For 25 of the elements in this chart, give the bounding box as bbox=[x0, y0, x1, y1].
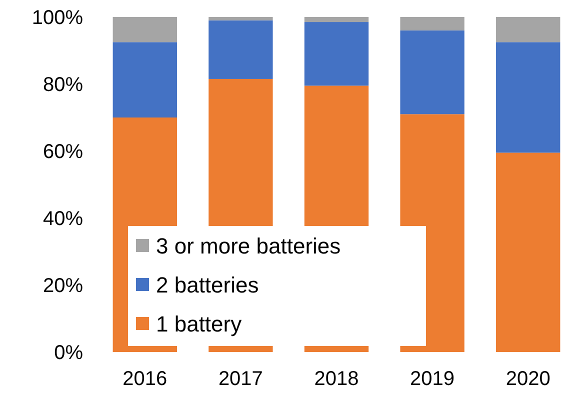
bar bbox=[496, 17, 560, 42]
y-tick-label: 0% bbox=[54, 342, 84, 364]
bar bbox=[208, 17, 273, 20]
x-tick-label: 2018 bbox=[314, 368, 359, 390]
y-tick-label: 100% bbox=[32, 7, 84, 29]
x-tick-label: 2016 bbox=[122, 368, 168, 390]
bar bbox=[304, 17, 369, 22]
legend-label: 1 battery bbox=[156, 312, 242, 337]
x-tick-label: 2017 bbox=[218, 368, 263, 390]
y-tick-label: 80% bbox=[42, 74, 84, 96]
y-tick-label: 20% bbox=[42, 275, 84, 297]
legend-label: 2 batteries bbox=[156, 272, 259, 298]
bar bbox=[112, 42, 177, 118]
x-tick-label: 2020 bbox=[506, 368, 550, 390]
bar bbox=[208, 20, 273, 79]
bar bbox=[400, 30, 464, 114]
bar bbox=[400, 17, 464, 30]
bar bbox=[496, 42, 560, 153]
y-tick-label: 40% bbox=[42, 208, 84, 230]
x-tick-label: 2019 bbox=[410, 368, 455, 390]
bar bbox=[112, 17, 177, 42]
bar bbox=[304, 22, 369, 86]
y-tick-label: 60% bbox=[42, 141, 84, 163]
bar bbox=[496, 152, 560, 352]
legend-label: 3 or more batteries bbox=[156, 234, 341, 259]
